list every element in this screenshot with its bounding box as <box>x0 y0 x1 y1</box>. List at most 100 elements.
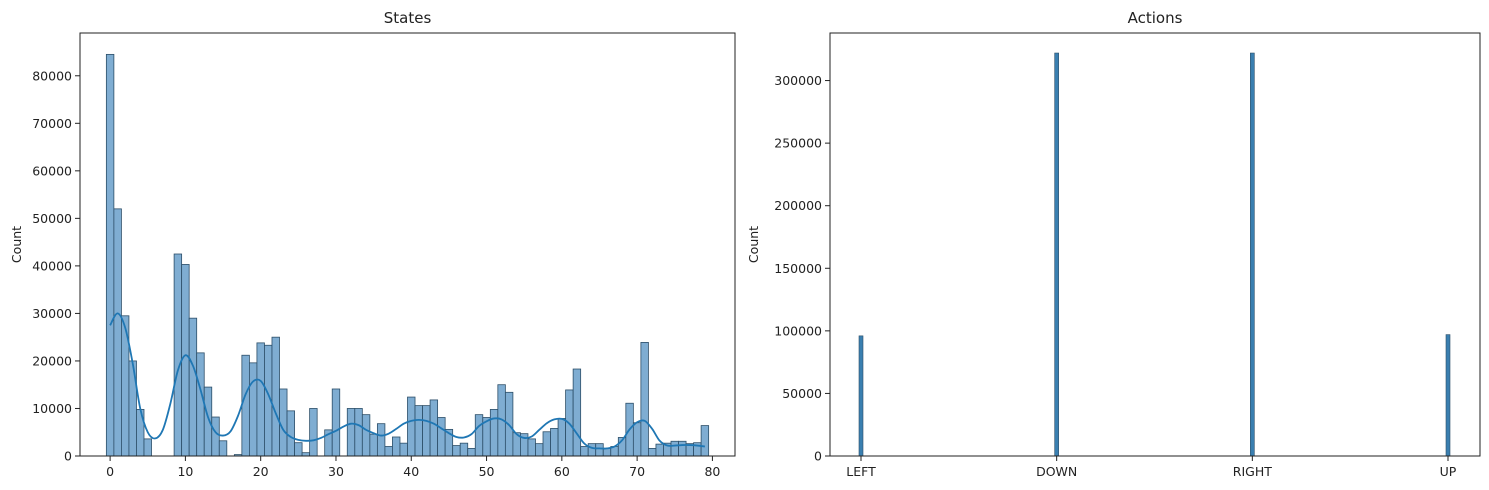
states-bar <box>572 368 582 457</box>
states-x-ticks: 0 10 20 30 40 50 60 70 80 <box>106 456 720 479</box>
actions-bars <box>858 52 1451 457</box>
states-bar <box>670 440 679 457</box>
states-bar <box>331 388 341 457</box>
states-bar <box>452 445 461 457</box>
x-tick-label: 60 <box>554 464 570 479</box>
states-bar <box>376 423 386 457</box>
states-chart-title: States <box>384 9 432 27</box>
states-bar <box>241 354 250 457</box>
states-bar <box>587 443 597 457</box>
action-bar-left <box>858 335 864 457</box>
states-bar <box>143 438 152 457</box>
states-bar <box>489 409 499 457</box>
states-bar <box>535 443 544 457</box>
states-bar <box>467 447 476 457</box>
y-tick-label: 0 <box>64 449 72 464</box>
states-bar <box>218 440 228 457</box>
states-bar <box>648 447 657 457</box>
y-tick-label: 200000 <box>774 198 822 213</box>
states-histogram-bars <box>105 53 710 457</box>
states-bar <box>384 446 393 457</box>
action-bar-right <box>1250 52 1255 457</box>
states-bar <box>595 443 604 457</box>
states-bar <box>557 418 567 457</box>
states-bar <box>286 410 295 457</box>
states-bar <box>474 414 484 457</box>
states-bar <box>580 446 589 457</box>
states-bar <box>173 253 183 457</box>
states-bar <box>437 417 446 457</box>
states-kde-line <box>109 312 705 450</box>
states-bar <box>354 408 363 457</box>
y-tick-label: 30000 <box>32 306 72 321</box>
states-bar <box>248 362 258 457</box>
states-bar <box>294 442 303 457</box>
states-bar <box>550 428 559 457</box>
y-tick-label: 60000 <box>32 163 72 178</box>
states-bar <box>399 442 408 457</box>
x-tick-label: RIGHT <box>1233 464 1272 479</box>
states-bar <box>602 447 612 457</box>
states-bar <box>279 388 288 457</box>
y-tick-label: 100000 <box>774 323 822 338</box>
states-bar <box>459 442 469 457</box>
states-bar <box>422 405 431 457</box>
states-bar <box>655 443 664 457</box>
states-plot-frame <box>79 32 736 457</box>
x-tick-label: 10 <box>177 464 193 479</box>
states-bar <box>700 425 710 457</box>
states-bar <box>414 405 423 457</box>
states-chart: States Count 0 10000 20000 30000 40000 50000 6… <box>9 9 736 479</box>
actions-chart: Actions Count 0 50000 100000 150000 200000 25… <box>746 9 1481 479</box>
states-bar <box>632 422 642 457</box>
states-bar <box>256 342 265 457</box>
action-bar-up <box>1445 334 1451 457</box>
x-tick-label: 20 <box>253 464 269 479</box>
y-tick-label: 20000 <box>32 353 72 368</box>
actions-y-axis-label: Count <box>746 226 761 263</box>
states-bar <box>392 436 401 457</box>
states-bar <box>369 433 378 457</box>
states-bar <box>196 352 205 457</box>
states-bar <box>181 264 190 457</box>
x-tick-label: UP <box>1440 464 1457 479</box>
y-tick-label: 40000 <box>32 258 72 273</box>
y-tick-label: 300000 <box>774 73 822 88</box>
x-tick-label: 70 <box>629 464 645 479</box>
x-tick-label: 0 <box>106 464 114 479</box>
y-tick-label: 0 <box>814 449 822 464</box>
states-bar <box>105 53 115 457</box>
y-tick-label: 250000 <box>774 136 822 151</box>
states-bar <box>640 342 649 457</box>
x-tick-label: 50 <box>479 464 495 479</box>
actions-chart-title: Actions <box>1128 9 1183 27</box>
states-bar <box>271 336 280 457</box>
actions-x-ticks: LEFT DOWN RIGHT UP <box>846 456 1457 479</box>
x-tick-label: 30 <box>328 464 344 479</box>
states-bar <box>309 408 318 457</box>
states-bar <box>407 396 416 457</box>
states-bar <box>542 431 551 457</box>
states-y-axis-label: Count <box>9 226 24 263</box>
states-bar <box>113 208 122 457</box>
y-tick-label: 50000 <box>782 386 822 401</box>
x-tick-label: LEFT <box>846 464 876 479</box>
actions-y-ticks: 0 50000 100000 150000 200000 250000 300000 <box>774 73 830 464</box>
states-bar <box>361 414 371 457</box>
states-bar <box>678 440 687 457</box>
states-y-ticks: 0 10000 20000 30000 40000 50000 60000 70000 8000… <box>32 68 80 464</box>
y-tick-label: 50000 <box>32 211 72 226</box>
states-bar <box>211 416 220 457</box>
x-tick-label: 80 <box>704 464 720 479</box>
x-tick-label: DOWN <box>1036 464 1077 479</box>
actions-plot-frame <box>829 32 1481 457</box>
y-tick-label: 70000 <box>32 116 72 131</box>
action-bar-down <box>1054 52 1059 457</box>
states-bar <box>527 438 536 457</box>
x-tick-label: 40 <box>403 464 419 479</box>
y-tick-label: 10000 <box>32 401 72 416</box>
states-bar <box>346 408 356 457</box>
states-bar <box>188 317 198 457</box>
states-bar <box>429 399 439 457</box>
